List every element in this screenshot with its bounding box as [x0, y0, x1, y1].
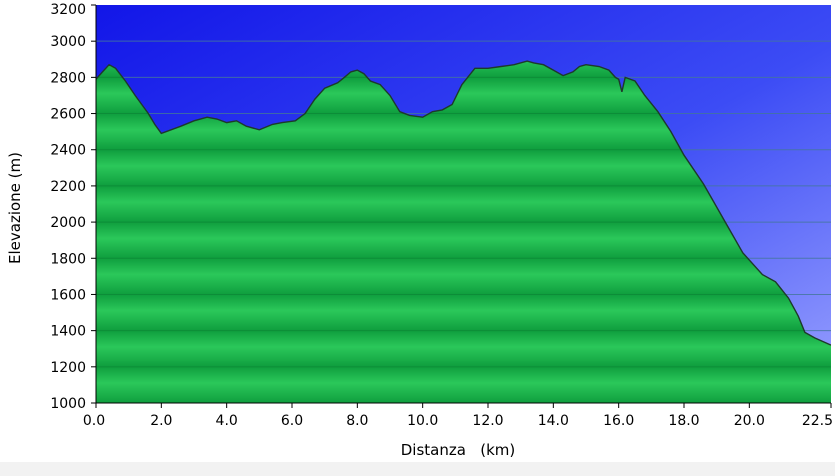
- x-tick-label-8: 16.0: [603, 413, 634, 429]
- y-axis-title: Elevazione (m): [6, 152, 24, 264]
- x-tick-label-6: 12.0: [472, 413, 503, 429]
- x-tick-label-3: 6.0: [281, 413, 303, 429]
- y-tick-label-11: 3200: [50, 2, 86, 18]
- x-tick-label-9: 18.0: [668, 413, 699, 429]
- y-tick-label-2: 1400: [50, 324, 86, 340]
- y-tick-label-9: 2800: [50, 70, 86, 86]
- x-tick-label-0: 0.0: [83, 413, 105, 429]
- y-tick-label-5: 2000: [50, 215, 86, 231]
- y-tick-label-0: 1000: [50, 396, 86, 412]
- x-tick-label-1: 2.0: [150, 413, 172, 429]
- area-layer: [96, 40, 831, 403]
- y-tick-labels: 1000 1200 1400 1600 1800 2000 2200 2400 2600 2800…: [50, 2, 86, 412]
- x-tick-label-2: 4.0: [216, 413, 238, 429]
- y-tick-label-8: 2600: [50, 107, 86, 123]
- y-tick-label-1: 1200: [50, 360, 86, 376]
- y-tick-label-6: 2200: [50, 179, 86, 195]
- x-tick-label-11: 22.5: [802, 413, 833, 429]
- y-tick-label-7: 2400: [50, 143, 86, 159]
- y-tick-label-3: 1600: [50, 287, 86, 303]
- footer-strip: [0, 462, 835, 476]
- x-axis-title: Distanza (km): [401, 441, 516, 459]
- x-tick-label-10: 20.0: [734, 413, 765, 429]
- x-tick-label-5: 10.0: [407, 413, 438, 429]
- y-tick-label-10: 3000: [50, 34, 86, 50]
- elevation-area: [96, 61, 831, 403]
- x-tick-label-4: 8.0: [346, 413, 368, 429]
- y-tick-label-4: 1800: [50, 251, 86, 267]
- x-tick-labels: 0.0 2.0 4.0 6.0 8.0 10.0 12.0 14.0 16.0 18.0 20.0 2…: [83, 413, 833, 429]
- elevation-line: [96, 60, 831, 346]
- x-tick-label-7: 14.0: [538, 413, 569, 429]
- axes: [91, 4, 832, 408]
